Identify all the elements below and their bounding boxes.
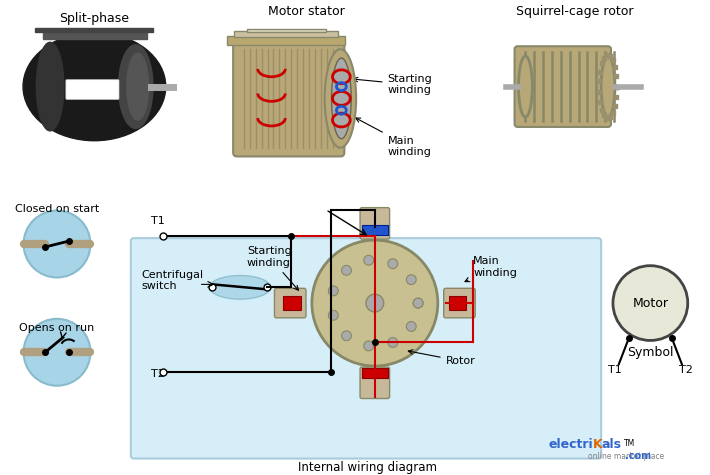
Bar — [36, 28, 153, 32]
Circle shape — [342, 331, 351, 341]
Circle shape — [328, 310, 338, 320]
Circle shape — [328, 286, 338, 296]
FancyBboxPatch shape — [131, 238, 601, 458]
Circle shape — [23, 210, 90, 277]
FancyBboxPatch shape — [233, 38, 344, 156]
FancyBboxPatch shape — [515, 46, 611, 127]
Text: .com: .com — [625, 451, 651, 462]
Bar — [362, 368, 388, 378]
Circle shape — [406, 275, 416, 285]
Text: TM: TM — [624, 439, 635, 448]
FancyBboxPatch shape — [66, 80, 119, 99]
Ellipse shape — [324, 49, 356, 148]
FancyBboxPatch shape — [275, 288, 306, 318]
Text: Symbol: Symbol — [627, 346, 674, 359]
Bar — [227, 37, 345, 45]
FancyBboxPatch shape — [444, 288, 475, 318]
Circle shape — [413, 298, 423, 308]
Text: als: als — [601, 437, 621, 451]
Bar — [362, 225, 388, 235]
Bar — [247, 28, 326, 32]
Text: Motor: Motor — [633, 296, 668, 310]
Text: T1: T1 — [151, 216, 165, 226]
Bar — [449, 296, 466, 310]
Text: K: K — [594, 437, 603, 451]
Circle shape — [388, 259, 398, 268]
Circle shape — [312, 240, 438, 366]
Ellipse shape — [209, 276, 271, 299]
Text: Closed on start: Closed on start — [15, 204, 99, 214]
Circle shape — [342, 266, 351, 276]
Text: Centrifugal
switch: Centrifugal switch — [141, 270, 204, 291]
FancyBboxPatch shape — [360, 367, 390, 399]
Circle shape — [613, 266, 688, 341]
Text: Split-phase
motor: Split-phase motor — [60, 12, 129, 40]
Circle shape — [364, 255, 373, 265]
FancyBboxPatch shape — [360, 208, 390, 239]
Circle shape — [413, 298, 423, 308]
Text: Rotor: Rotor — [408, 350, 476, 366]
Text: T2: T2 — [679, 365, 693, 375]
Text: Starting
winding: Starting winding — [354, 74, 432, 95]
Bar — [283, 296, 301, 310]
Ellipse shape — [601, 56, 615, 117]
Bar — [234, 31, 339, 38]
Ellipse shape — [119, 45, 153, 128]
Circle shape — [366, 294, 383, 312]
Text: Starting
winding: Starting winding — [247, 246, 298, 290]
Text: Motor stator: Motor stator — [268, 5, 344, 18]
Circle shape — [406, 322, 416, 332]
Text: Main
winding: Main winding — [465, 256, 517, 282]
Text: online market place: online market place — [589, 453, 665, 462]
Circle shape — [364, 341, 373, 351]
Ellipse shape — [518, 56, 532, 117]
Ellipse shape — [127, 53, 148, 120]
Bar — [43, 31, 146, 39]
Text: T2: T2 — [151, 369, 165, 379]
Ellipse shape — [332, 58, 351, 139]
Text: Main
winding: Main winding — [356, 118, 432, 157]
Text: T1: T1 — [608, 365, 622, 375]
Circle shape — [388, 338, 398, 347]
Circle shape — [23, 319, 90, 386]
Text: Opens on run: Opens on run — [19, 323, 94, 333]
Text: electri: electri — [549, 437, 594, 451]
Text: Internal wiring diagram: Internal wiring diagram — [298, 460, 437, 474]
Text: Squirrel-cage rotor: Squirrel-cage rotor — [516, 5, 633, 18]
Ellipse shape — [23, 32, 165, 141]
Ellipse shape — [36, 42, 64, 131]
